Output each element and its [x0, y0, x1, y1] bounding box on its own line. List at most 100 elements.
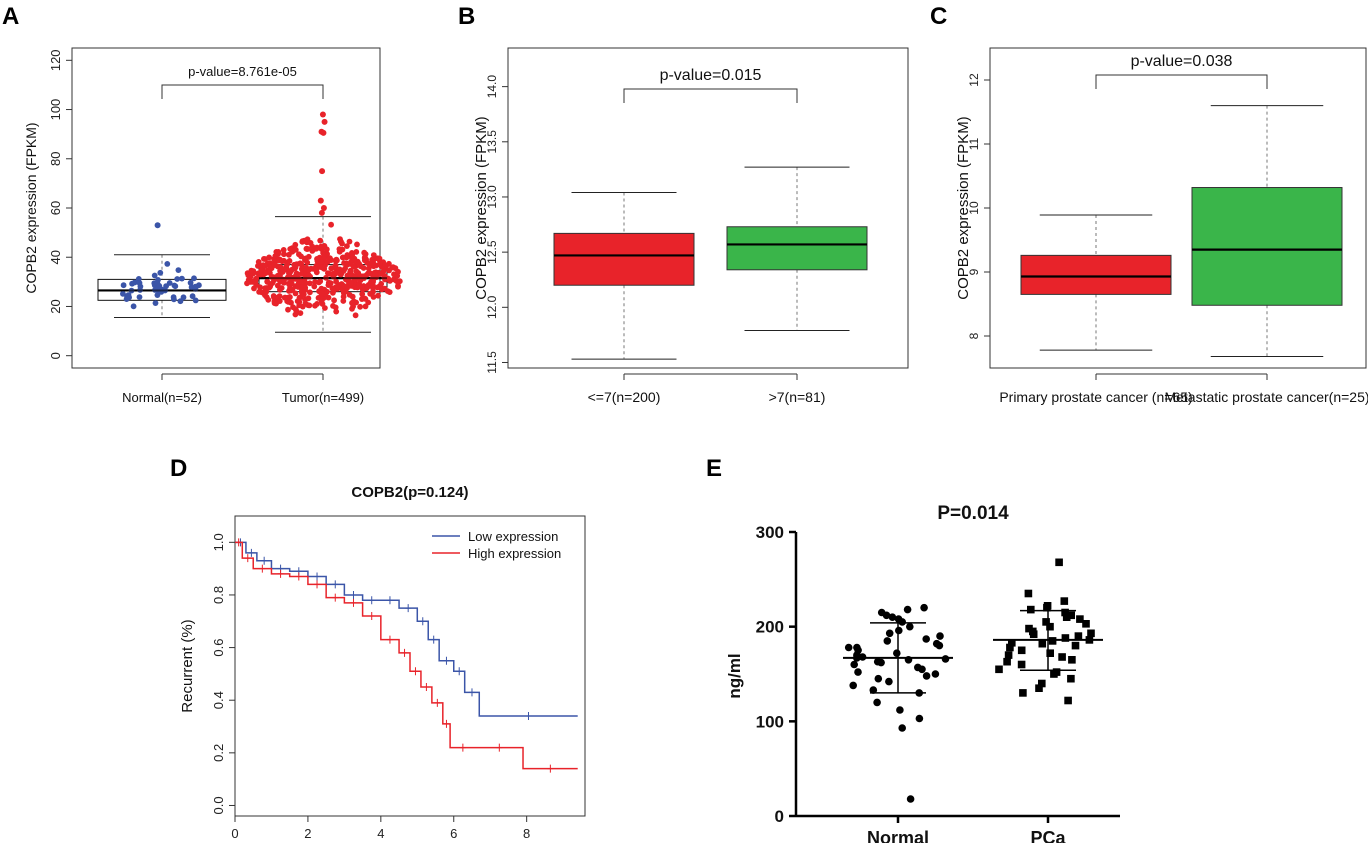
data-point	[297, 310, 304, 316]
chart-title: P=0.014	[937, 503, 1009, 524]
data-point	[1061, 634, 1070, 642]
data-point	[258, 267, 265, 273]
x-tick-label: 4	[377, 826, 384, 841]
y-tick-label: 20	[48, 299, 63, 313]
p-value-label: p-value=8.761e-05	[188, 64, 297, 79]
significance-bracket	[1095, 74, 1268, 89]
data-point	[292, 241, 299, 248]
censor-mark	[350, 590, 357, 599]
censor-mark	[350, 598, 357, 607]
censor-mark	[261, 556, 268, 565]
y-tick-label: 12	[967, 73, 981, 87]
data-point	[1003, 657, 1011, 666]
data-point	[349, 293, 356, 300]
data-point	[333, 308, 340, 315]
data-point	[850, 660, 858, 669]
data-point	[255, 263, 261, 269]
data-point	[346, 238, 353, 245]
censor-mark	[434, 698, 441, 707]
data-point	[328, 257, 334, 263]
y-tick-label: 0	[48, 352, 63, 359]
data-point	[271, 262, 278, 268]
data-point	[171, 282, 178, 289]
data-point	[375, 292, 381, 299]
data-point	[356, 283, 362, 290]
data-point	[869, 686, 878, 694]
panel-letter: A	[2, 3, 19, 30]
panel-d: D COPB2(p=0.124) 0.0 0.2 0.4 0.6 0.8 1.0 0 2 4 6 8 Re…	[170, 455, 586, 841]
censor-mark	[525, 712, 532, 720]
censor-mark	[386, 596, 393, 605]
data-point	[340, 293, 347, 300]
data-point	[339, 240, 345, 247]
significance-bracket	[161, 84, 324, 99]
data-point	[893, 649, 901, 657]
y-tick-label: 120	[48, 49, 63, 71]
data-point	[873, 698, 881, 707]
x-tick-label: 2	[304, 826, 311, 841]
censor-mark	[235, 538, 242, 547]
y-tick-label: 12.0	[485, 295, 499, 319]
censor-mark	[405, 604, 412, 613]
data-point	[347, 280, 354, 287]
data-point	[288, 299, 294, 306]
data-point	[166, 280, 173, 286]
y-tick-label: 1.0	[211, 533, 226, 551]
data-point	[1038, 679, 1046, 688]
data-point	[171, 296, 177, 303]
data-point	[292, 306, 299, 313]
data-point	[995, 665, 1003, 674]
data-point	[318, 290, 325, 297]
data-point	[1025, 624, 1033, 633]
data-point	[123, 296, 130, 302]
data-point	[296, 294, 303, 301]
data-point	[305, 295, 312, 302]
data-point	[874, 674, 883, 683]
data-point	[292, 264, 299, 271]
data-point	[372, 271, 379, 278]
data-point	[1017, 660, 1026, 669]
outlier-point	[320, 205, 327, 211]
data-point	[298, 271, 305, 277]
data-point	[285, 306, 291, 313]
data-point	[356, 260, 362, 267]
data-point	[329, 285, 336, 292]
legend-label: Low expression	[468, 529, 558, 544]
data-point	[395, 268, 401, 275]
y-tick-label: 11	[967, 137, 981, 150]
panel-a: A 0 20 40 60 80 100 120 COPB2 expression (FPKM) N…	[2, 3, 403, 405]
censor-mark	[314, 580, 321, 589]
x-tick-label: Normal(n=52)	[122, 390, 202, 405]
data-point	[328, 221, 334, 228]
data-point	[1067, 674, 1075, 683]
data-point	[136, 294, 143, 300]
censor-mark	[248, 548, 255, 557]
data-point	[314, 301, 320, 307]
panel-letter: D	[170, 455, 187, 482]
data-point	[922, 635, 930, 643]
data-point	[334, 283, 341, 290]
y-tick-label: 14.0	[485, 75, 499, 99]
y-tick-label: 0	[775, 807, 784, 826]
data-point	[378, 281, 385, 287]
data-point	[920, 603, 928, 612]
data-point	[351, 255, 358, 262]
data-point	[849, 681, 857, 690]
censor-mark	[456, 667, 463, 676]
data-point	[340, 254, 346, 261]
data-point	[271, 300, 278, 307]
y-tick-label: 13.0	[485, 185, 499, 209]
y-tick-label: 8	[967, 332, 981, 339]
y-axis-label: COPB2 expression (FPKM)	[23, 122, 39, 293]
data-point	[1004, 651, 1013, 659]
data-point	[332, 263, 339, 270]
data-point	[302, 287, 308, 293]
data-point	[288, 280, 295, 286]
data-point	[877, 608, 886, 617]
data-point	[931, 670, 940, 678]
data-point	[292, 246, 299, 253]
censor-mark	[419, 617, 426, 626]
outlier-point	[318, 209, 325, 216]
x-tick-label: 8	[523, 826, 530, 841]
data-point	[289, 286, 296, 293]
